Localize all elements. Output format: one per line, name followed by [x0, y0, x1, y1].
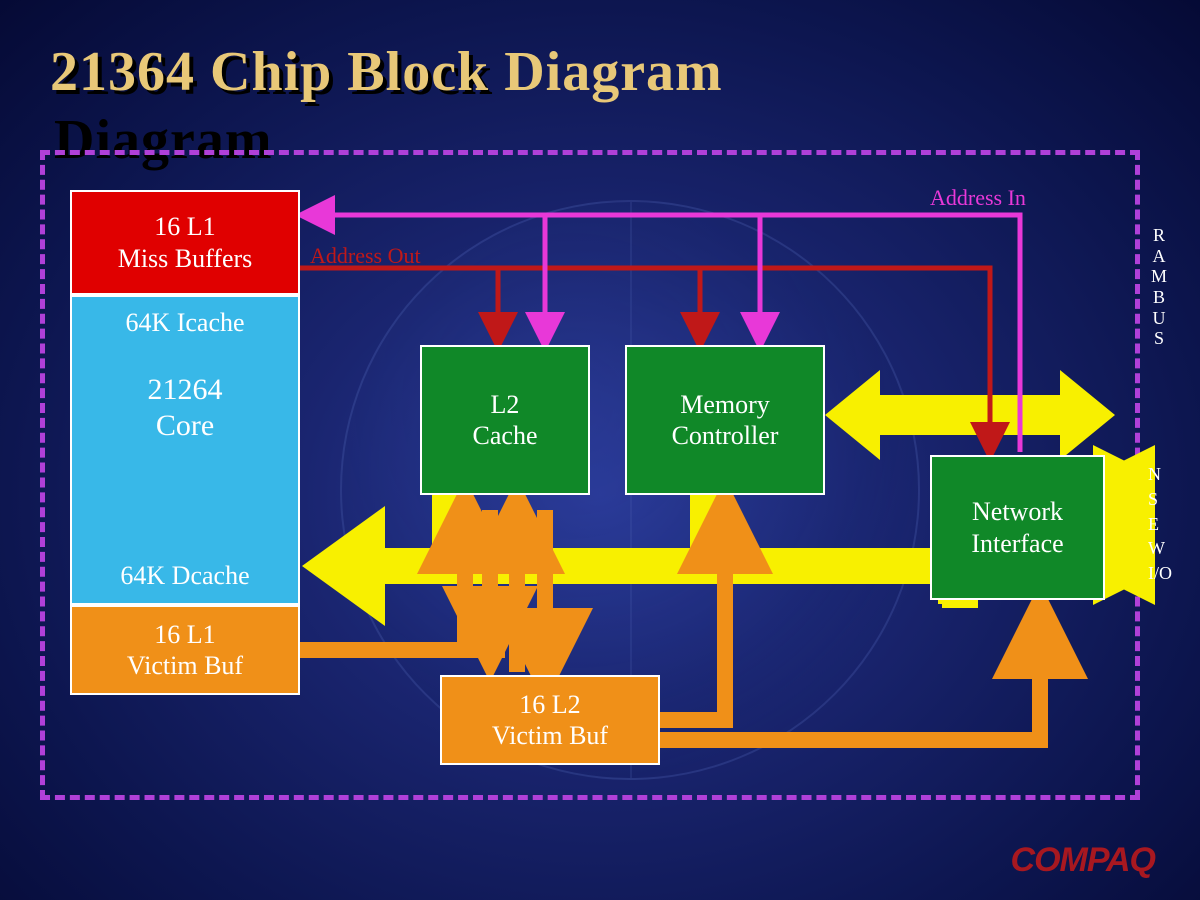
- nsew-labels: NSEWI/O: [1148, 462, 1188, 586]
- title-text: 21364 Chip Block Diagram: [50, 41, 723, 103]
- net-if-block: NetworkInterface: [930, 455, 1105, 600]
- rambus-label: RAMBUS: [1148, 225, 1170, 349]
- core-block: 64K Icache21264Core64K Dcache: [70, 295, 300, 605]
- compaq-logo: COMPAQ: [1011, 841, 1155, 880]
- l1-victim-block: 16 L1Victim Buf: [70, 605, 300, 695]
- address-in-label: Address In: [930, 185, 1026, 211]
- l2-cache-block: L2Cache: [420, 345, 590, 495]
- mem-ctrl-block: MemoryController: [625, 345, 825, 495]
- l2-victim-block: 16 L2Victim Buf: [440, 675, 660, 765]
- miss-buffers-block: 16 L1Miss Buffers: [70, 190, 300, 295]
- slide-title: 21364 Chip Block Diagram 21364 Chip Bloc…: [50, 40, 723, 104]
- address-out-label: Address Out: [310, 243, 421, 269]
